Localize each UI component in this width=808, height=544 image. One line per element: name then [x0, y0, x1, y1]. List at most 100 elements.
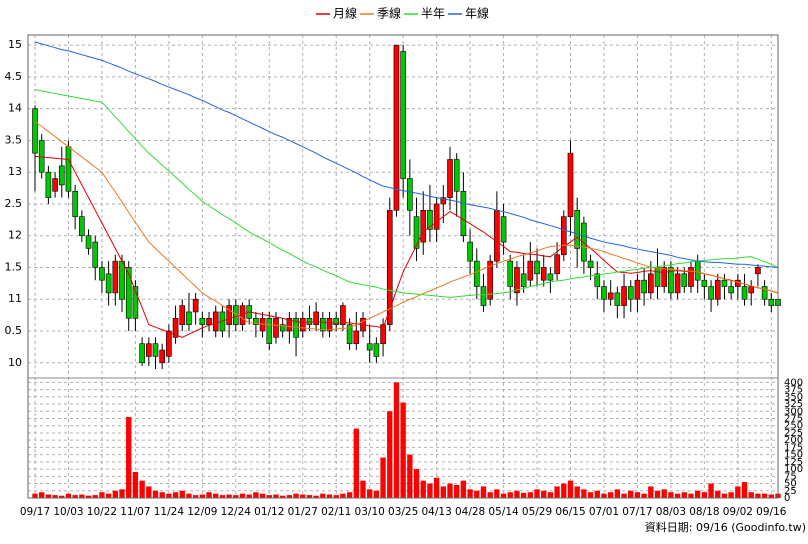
volume-bar — [253, 492, 259, 498]
volume-bar — [547, 492, 554, 498]
candle-body — [534, 260, 540, 275]
volume-bar — [507, 492, 513, 498]
candle-body — [634, 279, 641, 300]
x-tick-label: 10/22 — [87, 506, 117, 518]
candle-body — [119, 260, 125, 300]
volume-bar — [259, 493, 266, 498]
volume-bar — [674, 493, 681, 498]
candle-body — [507, 260, 514, 287]
volume-bar — [59, 495, 65, 498]
volume-bar — [748, 492, 754, 498]
candle-body — [688, 267, 694, 287]
candle-body — [607, 292, 614, 300]
y-tick-label: 10 — [8, 356, 22, 369]
y-tick-label: 13 — [8, 165, 22, 178]
volume-bar — [641, 493, 647, 498]
volume-bar — [387, 411, 393, 498]
candle-body — [152, 343, 159, 357]
volume-tick-label: 375 — [784, 385, 803, 396]
volume-bar — [293, 493, 299, 498]
candle-body — [547, 273, 554, 281]
volume-bar — [694, 490, 701, 498]
candle-body — [520, 273, 527, 287]
volume-bar — [420, 480, 426, 498]
volume-bar — [279, 495, 286, 498]
candle-body — [433, 203, 440, 230]
volume-bar — [105, 493, 112, 498]
volume-bar — [554, 486, 560, 498]
volume-bar — [534, 489, 540, 498]
x-tick-label: 09/16 — [756, 506, 787, 518]
volume-bar — [574, 486, 580, 498]
candle-body — [721, 279, 728, 287]
volume-bar — [427, 483, 433, 498]
volume-bar — [112, 490, 119, 498]
candle-body — [333, 317, 340, 325]
volume-bar — [755, 493, 761, 498]
volume-bar — [460, 480, 467, 498]
candle-body — [440, 197, 447, 205]
volume-tick-label: 175 — [784, 442, 803, 453]
volume-bar — [346, 492, 353, 498]
candle-body — [460, 190, 467, 237]
volume-bar — [681, 492, 687, 498]
x-tick-label: 08/03 — [656, 506, 686, 518]
candle-body — [768, 298, 775, 306]
volume-tick-label: 350 — [784, 392, 803, 403]
x-tick-label: 10/03 — [53, 506, 83, 518]
volume-bar — [300, 494, 306, 498]
ma-line — [34, 155, 779, 338]
volume-bar — [99, 492, 105, 498]
x-tick-label: 02/11 — [321, 506, 351, 518]
volume-bar — [621, 493, 627, 498]
volume-bar — [628, 490, 634, 498]
volume-bar — [661, 489, 667, 498]
x-tick-label: 08/18 — [689, 506, 719, 518]
volume-bar — [500, 493, 507, 498]
x-tick-label: 12/09 — [187, 506, 217, 518]
candle-body — [139, 343, 145, 364]
candle-body — [587, 260, 594, 268]
volume-bar — [668, 492, 674, 498]
volume-tick-label: 200 — [784, 435, 803, 446]
candle-body — [627, 286, 634, 300]
volume-tick-label: 150 — [784, 450, 803, 461]
candle-body — [714, 279, 721, 300]
candle-body — [601, 286, 607, 300]
volume-bar — [219, 495, 226, 498]
x-tick-label: 07/01 — [589, 506, 619, 518]
volume-bar — [520, 492, 527, 498]
volume-tick-label: 75 — [784, 471, 797, 482]
volume-bar — [85, 495, 92, 498]
x-tick-label: 06/15 — [555, 506, 585, 518]
volume-bar — [607, 492, 614, 498]
candle-body — [748, 286, 755, 294]
candle-body — [32, 108, 38, 154]
x-tick-label: 04/28 — [455, 506, 485, 518]
volume-bar — [132, 471, 139, 498]
candle-body — [320, 317, 326, 332]
volume-bar — [721, 493, 728, 498]
x-tick-label: 05/29 — [522, 506, 552, 518]
volume-bar — [541, 490, 547, 498]
volume-bar — [373, 490, 380, 498]
candle-body — [393, 44, 400, 211]
volume-bar — [226, 494, 232, 498]
candle-body — [299, 317, 306, 332]
volume-bar — [768, 494, 774, 498]
candle-body — [413, 216, 420, 249]
volume-bar — [32, 493, 38, 498]
x-tick-label: 11/24 — [154, 506, 185, 518]
candle-body — [179, 305, 186, 325]
candle-body — [326, 317, 333, 332]
volume-bar — [708, 483, 714, 498]
volume-tick-label: 300 — [784, 406, 803, 417]
candle-body — [614, 292, 621, 306]
volume-bar — [152, 490, 159, 498]
volume-bar — [487, 492, 493, 498]
candle-body — [480, 286, 487, 306]
x-tick-label: 01/27 — [288, 506, 318, 518]
volume-tick-label: 325 — [784, 399, 803, 410]
volume-bar — [119, 489, 125, 498]
volume-bar — [594, 490, 600, 498]
